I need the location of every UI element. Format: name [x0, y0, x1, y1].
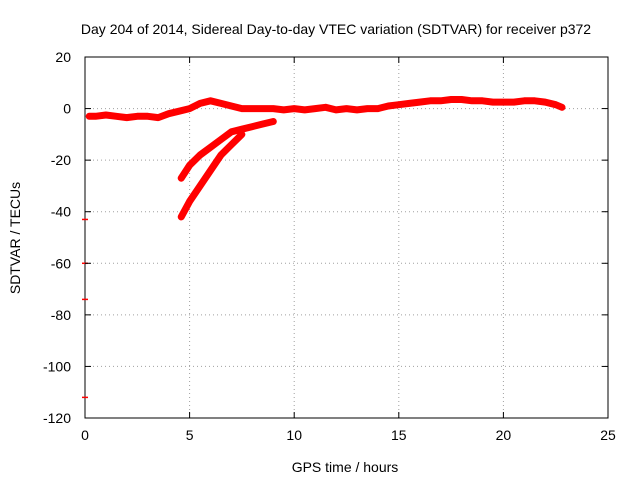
x-tick-label: 10 — [286, 427, 302, 443]
y-tick-label: -60 — [51, 255, 71, 271]
y-tick-label: -40 — [51, 204, 71, 220]
chart-title: Day 204 of 2014, Sidereal Day-to-day VTE… — [81, 21, 591, 37]
x-tick-label: 20 — [496, 427, 512, 443]
y-tick-label: 0 — [63, 101, 71, 117]
data-series — [82, 96, 566, 399]
grid — [85, 57, 608, 418]
series-lower-arc — [177, 130, 246, 221]
x-axis-label: GPS time / hours — [292, 459, 399, 475]
x-tick-label: 5 — [186, 427, 194, 443]
y-axis-label: SDTVAR / TECUs — [7, 182, 23, 294]
series-upper-arc — [177, 118, 277, 182]
plot-border — [84, 56, 609, 419]
x-tick-label: 25 — [600, 427, 616, 443]
axis-ticks: 0 5 10 15 20 25 20 0 -20 -40 -60 -80 -100 -120 — [43, 49, 616, 443]
series-main-band — [85, 96, 566, 122]
x-tick-label: 0 — [81, 427, 89, 443]
y-tick-label: -20 — [51, 152, 71, 168]
x-tick-label: 15 — [391, 427, 407, 443]
y-tick-label: -120 — [43, 410, 71, 426]
y-tick-label: -100 — [43, 358, 71, 374]
y-tick-label: 20 — [55, 49, 71, 65]
y-tick-label: -80 — [51, 307, 71, 323]
